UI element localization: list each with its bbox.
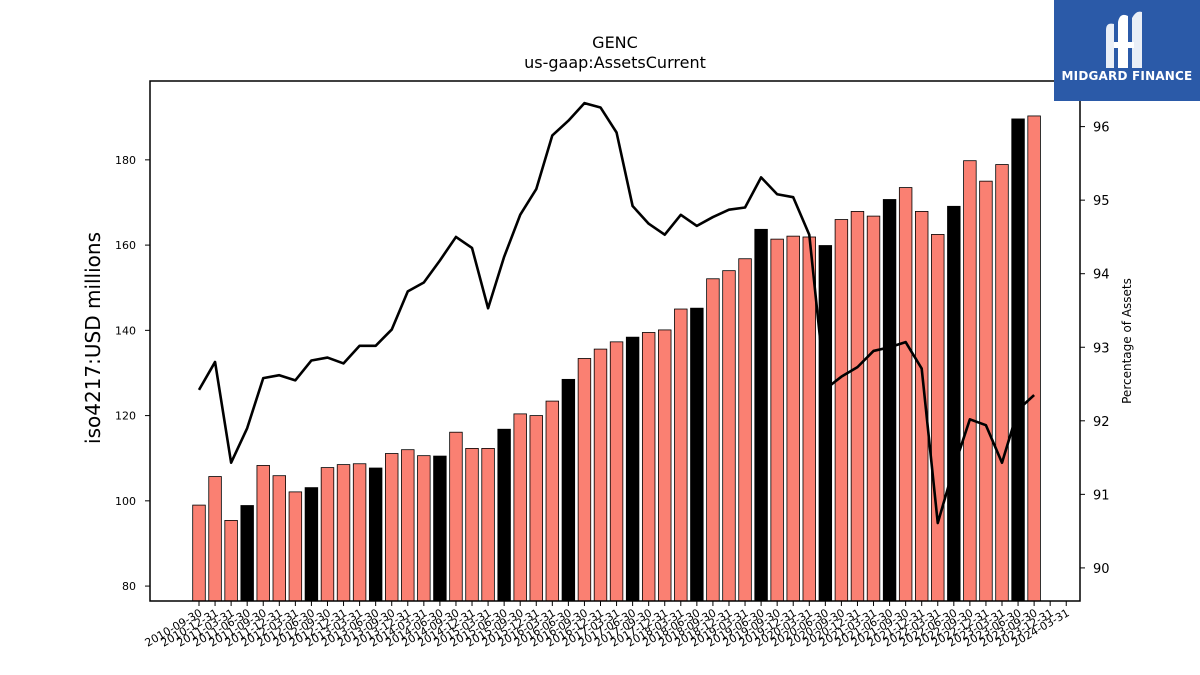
bar <box>995 164 1009 602</box>
y2-tick-label: 95 <box>1093 194 1110 209</box>
y-axis-ticks: 80 100 120 140 160 180 <box>115 154 150 593</box>
bar <box>898 187 913 602</box>
bar <box>866 215 881 602</box>
bar <box>722 270 736 602</box>
bar <box>417 455 431 602</box>
percentage-line <box>197 101 1035 525</box>
bar <box>593 348 608 602</box>
bar <box>931 234 945 602</box>
bar <box>1011 118 1025 602</box>
midgard-finance-logo: MIDGARD FINANCE <box>1054 0 1200 101</box>
bar <box>658 329 672 602</box>
bar <box>224 520 238 602</box>
bar <box>433 455 447 602</box>
y2-tick-label: 90 <box>1093 562 1110 577</box>
bar <box>465 448 479 602</box>
bar <box>947 205 961 602</box>
bar <box>738 258 752 602</box>
plot-frame <box>149 80 1081 602</box>
bar <box>963 160 977 602</box>
bar <box>513 413 527 602</box>
bar <box>336 464 351 602</box>
bar <box>449 431 463 602</box>
bar <box>818 245 833 602</box>
bar <box>882 199 897 602</box>
y2-tick-label: 93 <box>1093 341 1110 356</box>
bar <box>674 308 688 602</box>
bar <box>786 235 800 602</box>
bar <box>1027 115 1041 602</box>
bar <box>272 475 287 602</box>
y2-tick-label: 92 <box>1093 415 1110 430</box>
bar <box>577 358 592 602</box>
bar <box>256 465 270 602</box>
midgard-logo-icon <box>1106 11 1142 68</box>
logo-text: MIDGARD FINANCE <box>1061 69 1193 83</box>
bar <box>706 278 720 602</box>
bar <box>288 491 303 602</box>
bar <box>834 219 849 602</box>
bar <box>320 467 335 602</box>
bar <box>641 332 656 602</box>
line-series <box>197 101 1035 525</box>
bar <box>529 415 543 602</box>
y-tick-label: 80 <box>122 580 136 593</box>
bar <box>754 228 768 602</box>
bar <box>208 476 222 602</box>
bar <box>401 449 415 602</box>
y-tick-label: 140 <box>115 324 136 337</box>
y-tick-label: 160 <box>115 239 136 252</box>
chart-subtitle: us-gaap:AssetsCurrent <box>524 53 706 72</box>
bar <box>481 448 495 602</box>
y2-tick-label: 94 <box>1093 268 1110 283</box>
chart-title: GENC <box>592 33 638 52</box>
bar <box>770 238 784 602</box>
bar <box>240 505 254 602</box>
bar <box>625 336 640 602</box>
bar <box>545 400 560 602</box>
y2-axis-ticks: 90 91 92 93 94 95 96 <box>1080 121 1110 577</box>
y-tick-label: 120 <box>115 410 136 423</box>
y-tick-label: 180 <box>115 154 136 167</box>
y2-axis-label: Percentage of Assets <box>1120 278 1134 404</box>
bar <box>192 504 206 602</box>
y-axis-label: iso4217:USD millions <box>81 232 105 444</box>
bar <box>802 236 816 602</box>
bar <box>352 463 367 602</box>
bar <box>609 341 624 602</box>
bar <box>690 307 704 602</box>
bar <box>979 180 993 602</box>
y-tick-label: 100 <box>115 495 136 508</box>
bar <box>850 211 865 602</box>
y2-tick-label: 91 <box>1093 488 1110 503</box>
bar <box>497 428 511 602</box>
y2-tick-label: 96 <box>1093 121 1110 136</box>
bar <box>304 487 319 602</box>
bar <box>385 453 399 602</box>
x-axis-ticks: 2010-09-302010-12-312011-03-312011-06-30… <box>143 601 1072 650</box>
bar <box>561 378 576 602</box>
bar <box>368 467 383 602</box>
